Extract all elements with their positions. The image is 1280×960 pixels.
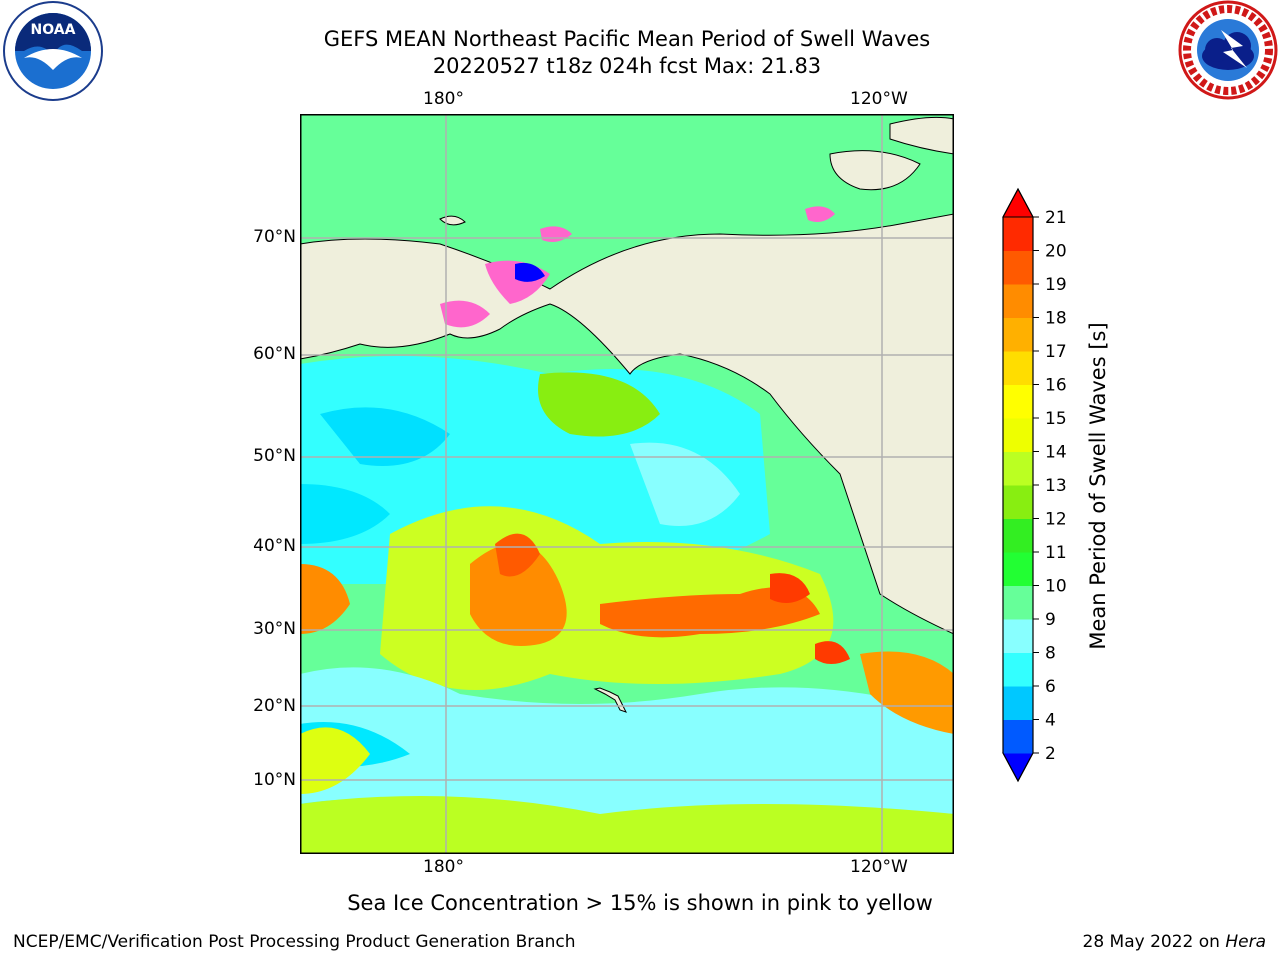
long-period-area	[495, 533, 540, 577]
footer-date-text: 28 May 2022 on	[1082, 932, 1220, 952]
colorbar-block	[1003, 585, 1033, 620]
noaa-logo: NOAA	[3, 1, 103, 101]
lon-label-bottom-180: 180°	[423, 857, 464, 877]
sea-ice-area	[515, 262, 545, 282]
long-period-area	[815, 641, 850, 664]
colorbar-tick-label: 13	[1045, 476, 1067, 496]
sea-ice-area	[440, 300, 490, 328]
colorbar-tick-label: 11	[1045, 543, 1067, 563]
lat-label-70n: 70°N	[253, 227, 296, 247]
colorbar-block	[1003, 317, 1033, 352]
colorbar-tick-label: 20	[1045, 242, 1067, 262]
map-frame	[300, 114, 954, 854]
long-period-area	[300, 564, 350, 634]
lat-label-50n: 50°N	[253, 446, 296, 466]
sea-ice-note: Sea Ice Concentration > 15% is shown in …	[347, 891, 933, 915]
lat-label-40n: 40°N	[253, 536, 296, 556]
colorbar-tick-label: 10	[1045, 577, 1067, 597]
lon-label-top-180: 180°	[423, 89, 464, 109]
colorbar-block	[1003, 485, 1033, 519]
mid-period-area	[300, 727, 370, 794]
arctic-island	[889, 116, 954, 155]
long-period-area	[470, 543, 567, 646]
colorbar-block	[1003, 686, 1033, 720]
map-subtitle: 20220527 t18z 024h fcst Max: 21.83	[432, 54, 822, 78]
lat-label-20n: 20°N	[253, 696, 296, 716]
colorbar-tick-label: 14	[1045, 443, 1067, 463]
colorbar-block	[1003, 552, 1033, 586]
colorbar-block	[1003, 451, 1033, 486]
footer-credit: NCEP/EMC/Verification Post Processing Pr…	[13, 932, 576, 952]
swell-period-map	[300, 114, 954, 854]
lat-label-10n: 10°N	[253, 770, 296, 790]
colorbar-block	[1003, 284, 1033, 318]
colorbar-extend-low	[1002, 752, 1034, 783]
colorbar-block	[1003, 719, 1033, 754]
map-title: GEFS MEAN Northeast Pacific Mean Period …	[323, 27, 931, 51]
colorbar-tick-label: 18	[1045, 309, 1067, 329]
noaa-logo-text: NOAA	[31, 22, 76, 38]
colorbar-tick-label: 2	[1045, 744, 1056, 764]
lon-label-bottom-120w: 120°W	[850, 857, 908, 877]
colorbar: 21 20 19 18 17 16 15 14 13 12 11 10 9 8 6 4 2	[1002, 187, 1067, 783]
footer-machine: Hera	[1225, 932, 1266, 952]
short-period-area	[630, 442, 740, 526]
colorbar-tick-label: 15	[1045, 409, 1067, 429]
footer-date: 28 May 2022 on Hera	[1083, 932, 1267, 952]
colorbar-tick-label: 4	[1045, 711, 1056, 731]
colorbar-block	[1003, 250, 1033, 285]
short-period-area	[320, 407, 450, 466]
colorbar-tick-label: 6	[1045, 677, 1056, 697]
long-period-area	[600, 587, 820, 638]
nws-logo	[1178, 0, 1278, 100]
mid-period-area	[300, 796, 954, 854]
colorbar-block	[1003, 652, 1033, 687]
colorbar-tick-label: 19	[1045, 275, 1067, 295]
colorbar-tick-label: 16	[1045, 376, 1067, 396]
lon-label-top-120w: 120°W	[850, 89, 908, 109]
colorbar-tick-label: 8	[1045, 644, 1056, 664]
colorbar-block	[1003, 518, 1033, 553]
colorbar-block	[1003, 418, 1033, 452]
graticule	[300, 114, 954, 854]
lat-label-60n: 60°N	[253, 344, 296, 364]
colorbar-tick-label: 17	[1045, 342, 1067, 362]
colorbar-tick-label: 9	[1045, 610, 1056, 630]
long-period-area	[770, 573, 810, 603]
colorbar-block	[1003, 217, 1033, 251]
colorbar-block	[1003, 384, 1033, 419]
lat-label-30n: 30°N	[253, 619, 296, 639]
colorbar-tick-label: 12	[1045, 510, 1067, 530]
mid-period-area	[538, 372, 660, 437]
long-period-area	[860, 651, 954, 734]
colorbar-extend-high	[1002, 187, 1034, 218]
colorbar-tick-label: 21	[1045, 208, 1067, 228]
sea-ice-area	[805, 206, 835, 222]
colorbar-block	[1003, 351, 1033, 385]
colorbar-block	[1003, 619, 1033, 653]
short-period-area	[300, 484, 390, 544]
colorbar-label: Mean Period of Swell Waves [s]	[1086, 322, 1110, 650]
arctic-island	[829, 150, 921, 191]
